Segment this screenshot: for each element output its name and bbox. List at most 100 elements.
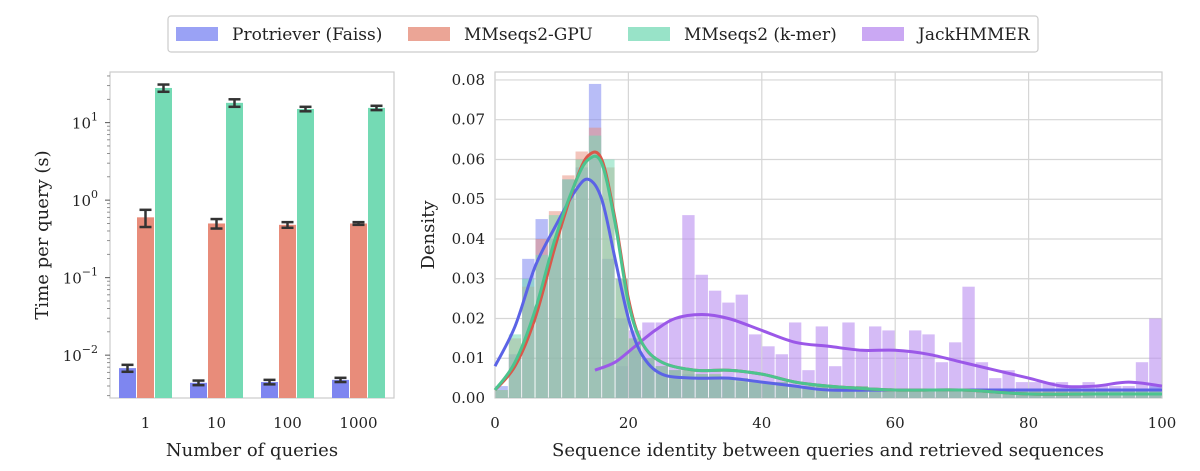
histogram-y-tick-label: 0.03 (452, 270, 485, 288)
legend-swatch-protriever-faiss (176, 27, 218, 41)
histogram-panel: 0.00 0.01 0.02 0.03 0.04 0.05 0.06 0.07 0.08 0 20… (418, 71, 1176, 461)
y-tick-base: 10 (72, 115, 91, 133)
histogram-bars (495, 83, 1162, 399)
hist-bar-mmseqs2-k-mer (909, 390, 922, 398)
hist-bar-mmseqs2-k-mer (882, 390, 895, 398)
bar-chart-y-tick-label: 100 (72, 188, 98, 210)
hist-bar-jackhmmer (909, 330, 922, 398)
bar-chart-errorbars (121, 83, 383, 387)
histogram-y-label: Density (418, 200, 439, 270)
hist-bar-mmseqs2-k-mer (535, 254, 548, 398)
legend-label-mmseqs2-k-mer: MMseqs2 (k-mer) (684, 25, 837, 45)
histogram-kde-lines (493, 150, 1163, 396)
legend-swatch-mmseqs2-gpu (408, 27, 450, 41)
legend-label-mmseqs2-gpu: MMseqs2-GPU (464, 25, 593, 45)
bar-chart-x-tick-label: 10 (207, 414, 226, 432)
y-tick-base: 10 (63, 270, 82, 288)
bar-protriever-faiss-100 (261, 382, 278, 398)
bar-chart-x-tick-label: 1000 (339, 414, 377, 432)
hist-bar-jackhmmer (1149, 318, 1162, 398)
hist-bar-mmseqs2-k-mer (788, 386, 802, 398)
hist-bar-mmseqs2-k-mer (975, 390, 989, 398)
histogram-y-tick-label: 0.00 (452, 389, 485, 407)
legend-swatch-mmseqs2-k-mer (628, 27, 670, 41)
histogram-x-tick-label: 20 (619, 414, 638, 432)
histogram-y-tick-label: 0.01 (452, 349, 485, 367)
histogram-x-tick-label: 80 (1019, 414, 1038, 432)
hist-bar-mmseqs2-k-mer (682, 370, 695, 398)
hist-bar-mmseqs2-k-mer (935, 390, 949, 398)
histogram-y-tick-label: 0.02 (452, 309, 485, 327)
histogram-x-ticks: 0 20 40 60 80 100 (490, 414, 1176, 432)
hist-bar-mmseqs2-k-mer (949, 390, 962, 398)
bar-chart-y-tick-label: 10−2 (63, 343, 98, 365)
histogram-y-tick-label: 0.04 (452, 230, 485, 248)
legend-swatch-jackhmmer (862, 27, 904, 41)
bar-chart-y-tick-label: 10−1 (63, 266, 98, 288)
histogram-y-ticks: 0.00 0.01 0.02 0.03 0.04 0.05 0.06 0.07 0.08 (452, 71, 485, 407)
hist-bar-jackhmmer (922, 334, 935, 398)
hist-bar-jackhmmer (882, 330, 895, 398)
y-tick-base: 10 (72, 192, 91, 210)
legend-label-jackhmmer: JackHMMER (916, 25, 1031, 45)
hist-bar-mmseqs2-k-mer (869, 390, 882, 398)
hist-bar-mmseqs2-k-mer (735, 378, 748, 398)
hist-bar-mmseqs2-k-mer (588, 135, 602, 399)
hist-bar-mmseqs2-k-mer (495, 390, 508, 398)
y-tick-base: 10 (63, 347, 82, 365)
hist-bar-mmseqs2-k-mer (962, 390, 975, 398)
hist-bar-jackhmmer (682, 215, 695, 398)
histogram-x-tick-label: 60 (886, 414, 905, 432)
bar-chart-y-label: Time per query (s) (32, 150, 53, 319)
hist-bar-mmseqs2-k-mer (748, 382, 762, 398)
histogram-x-label: Sequence identity between queries and re… (552, 440, 1104, 461)
legend-label-protriever-faiss: Protriever (Faiss) (232, 25, 382, 45)
histogram-y-tick-label: 0.07 (452, 111, 485, 129)
bar-mmseqs2-gpu-1 (137, 217, 154, 398)
bar-mmseqs2-k-mer-1 (155, 87, 172, 398)
bar-mmseqs2-gpu-10 (208, 223, 225, 398)
bar-mmseqs2-k-mer-10 (226, 102, 243, 398)
hist-bar-mmseqs2-k-mer (922, 390, 935, 398)
bar-mmseqs2-gpu-100 (279, 224, 296, 398)
hist-bar-jackhmmer (949, 342, 962, 398)
histogram-x-tick-label: 100 (1148, 414, 1177, 432)
legend-box (167, 15, 1039, 53)
histogram-y-tick-label: 0.08 (452, 71, 485, 89)
kde-line-mmseqs2-k-mer (493, 154, 1162, 396)
hist-bar-mmseqs2-k-mer (842, 386, 855, 398)
histogram-x-tick-label: 40 (752, 414, 771, 432)
hist-bar-mmseqs2-k-mer (829, 386, 842, 398)
bar-chart-x-tick-label: 1 (141, 414, 151, 432)
histogram-y-tick-label: 0.05 (452, 190, 485, 208)
hist-bar-mmseqs2-k-mer (762, 382, 775, 398)
hist-bar-mmseqs2-k-mer (989, 390, 1002, 398)
bar-protriever-faiss-1000 (332, 379, 349, 398)
kde-line-jackhmmer (594, 313, 1163, 389)
hist-bar-jackhmmer (695, 274, 708, 398)
bar-chart-y-tick-label: 101 (72, 111, 98, 133)
hist-bar-mmseqs2-k-mer (815, 386, 828, 398)
hist-bar-mmseqs2-k-mer (562, 179, 575, 398)
hist-bar-mmseqs2-k-mer (722, 378, 735, 398)
hist-bar-mmseqs2-k-mer (895, 390, 909, 398)
bar-mmseqs2-k-mer-1000 (368, 107, 385, 398)
y-tick-exponent: −2 (82, 343, 98, 356)
bar-protriever-faiss-1 (119, 368, 136, 398)
hist-bar-jackhmmer (842, 322, 855, 398)
histogram-y-tick-label: 0.06 (452, 150, 485, 168)
legend: Protriever (Faiss) MMseqs2-GPU MMseqs2 (k-… (167, 15, 1039, 53)
y-tick-exponent: 1 (91, 111, 98, 124)
bar-chart-bars (119, 87, 385, 399)
hist-bar-jackhmmer (962, 286, 975, 398)
bar-mmseqs2-gpu-1000 (350, 223, 367, 398)
hist-bar-mmseqs2-k-mer (668, 370, 682, 398)
hist-bar-jackhmmer (895, 350, 909, 398)
histogram-x-tick-label: 0 (490, 414, 500, 432)
y-tick-exponent: −1 (82, 266, 98, 279)
bar-chart-x-ticks: 1 10 100 1000 (141, 414, 378, 432)
bar-chart-x-label: Number of queries (166, 440, 338, 461)
